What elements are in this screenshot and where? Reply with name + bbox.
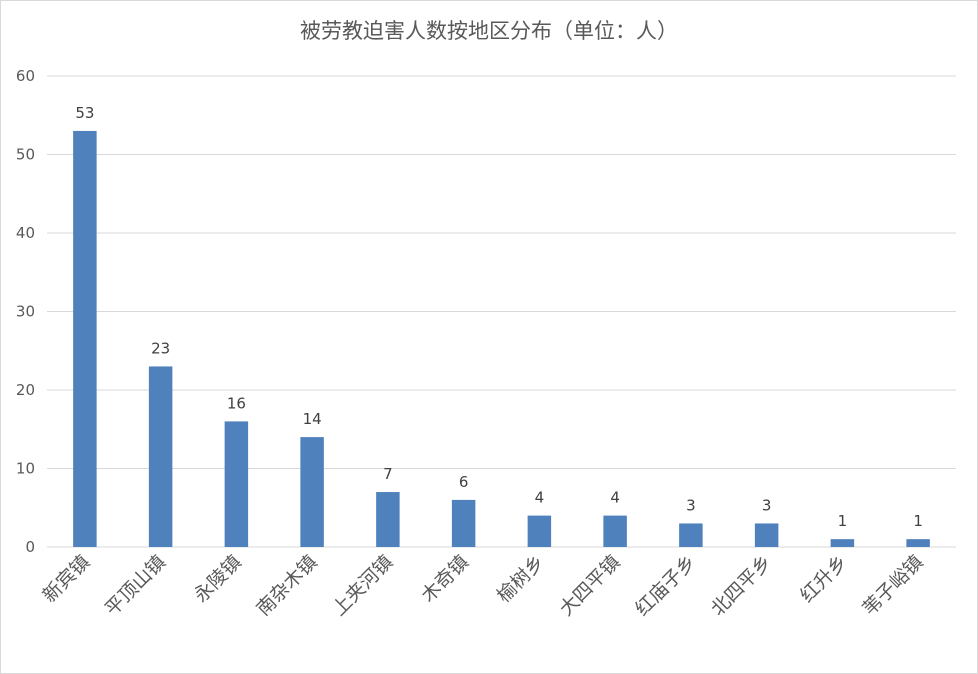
x-category-label: 上夹河镇: [328, 551, 397, 620]
data-label: 7: [383, 465, 393, 483]
bar: [73, 130, 97, 547]
x-category-label: 红升乡: [796, 551, 852, 607]
data-label: 3: [686, 496, 696, 514]
x-category-label: 木奇镇: [417, 551, 473, 607]
data-label: 6: [459, 473, 469, 491]
bar: [527, 515, 552, 547]
y-tick-label: 60: [16, 67, 35, 85]
y-axis: 0 10 20 30 40 50 60: [16, 67, 35, 556]
bar: [679, 523, 703, 547]
bar: [148, 366, 173, 547]
x-category-label: 大四平镇: [555, 551, 624, 620]
bar: [300, 437, 324, 547]
data-label: 1: [838, 512, 848, 530]
y-tick-label: 10: [16, 460, 35, 478]
bars: [73, 130, 930, 547]
data-labels: 53 23 16 14 7 6 4 4 3 3 1 1: [75, 104, 923, 530]
x-category-label: 永陵镇: [190, 551, 246, 607]
x-category-label: 平顶山镇: [101, 551, 170, 620]
x-category-label: 红庙子乡: [631, 551, 700, 620]
bar: [906, 539, 930, 547]
data-label: 23: [151, 339, 170, 357]
x-category-label: 榆树乡: [493, 551, 549, 607]
data-label: 4: [610, 489, 620, 507]
x-category-label: 新宾镇: [39, 551, 95, 607]
y-tick-label: 50: [16, 146, 35, 164]
bar: [830, 539, 855, 547]
x-category-label: 北四平乡: [707, 551, 776, 620]
data-label: 16: [227, 394, 246, 412]
x-category-label: 苇子峪镇: [858, 551, 927, 620]
y-tick-label: 0: [25, 538, 35, 556]
x-category-label: 南杂木镇: [252, 551, 321, 620]
data-label: 4: [535, 489, 545, 507]
y-tick-label: 20: [16, 381, 35, 399]
bar: [754, 523, 779, 547]
bar: [451, 499, 476, 547]
x-axis: 新宾镇 平顶山镇 永陵镇 南杂木镇 上夹河镇 木奇镇 榆树乡 大四平镇 红庙子乡 北四平乡 红升乡苇…: [39, 551, 928, 620]
data-label: 14: [303, 410, 322, 428]
bar: [224, 421, 249, 547]
gridlines: [47, 75, 956, 548]
data-label: 53: [75, 104, 94, 122]
y-tick-label: 40: [16, 224, 35, 242]
data-label: 1: [913, 512, 923, 530]
bar: [376, 492, 400, 547]
chart-title: 被劳教迫害人数按地区分布（单位：人）: [300, 19, 678, 43]
y-tick-label: 30: [16, 303, 35, 321]
bar: [603, 515, 627, 547]
data-label: 3: [762, 496, 772, 514]
